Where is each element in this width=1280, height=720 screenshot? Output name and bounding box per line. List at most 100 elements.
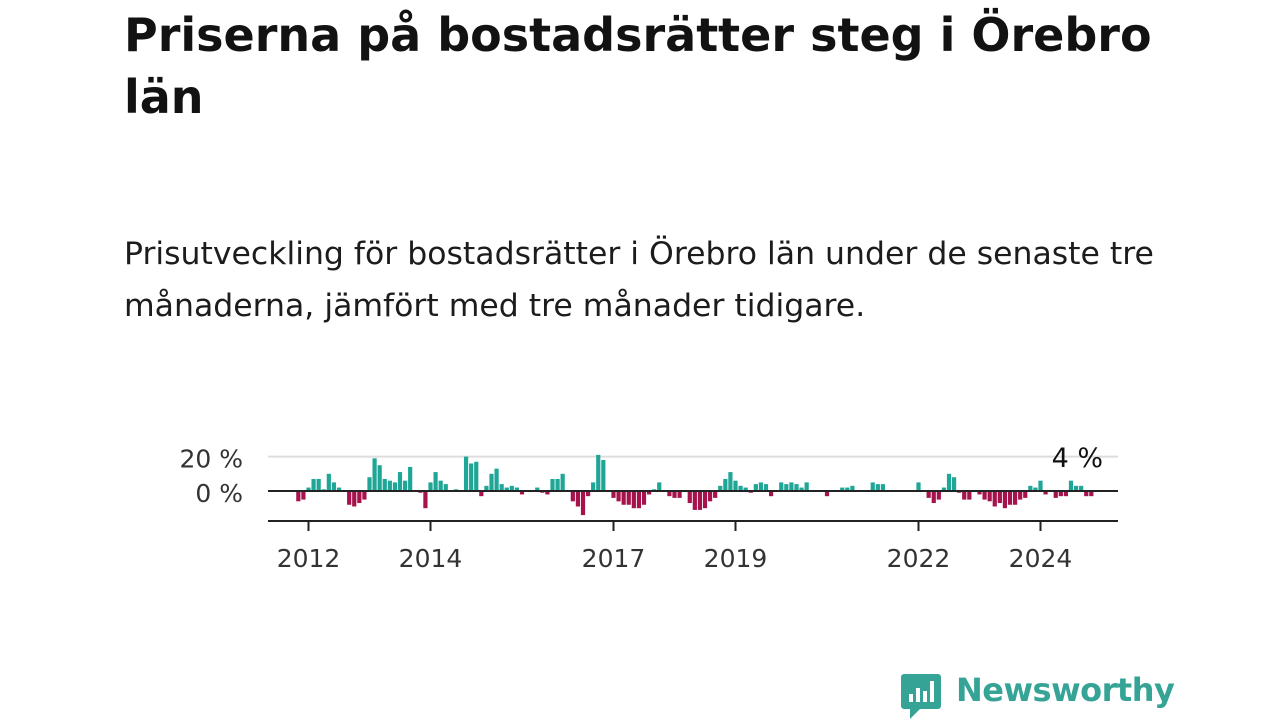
bar-positive [484, 485, 489, 491]
bar-negative [926, 491, 931, 498]
bar-negative [347, 491, 352, 505]
bar-negative [636, 491, 642, 509]
bar-positive [738, 485, 743, 491]
bar-negative [1023, 491, 1028, 498]
bar-positive [728, 472, 733, 491]
bar-positive [550, 478, 555, 491]
bar-negative [677, 491, 682, 498]
bar-negative [611, 491, 616, 498]
bar-positive [560, 473, 565, 491]
bar-positive [941, 487, 947, 491]
bar-positive [443, 484, 448, 491]
bar-negative [1043, 491, 1048, 495]
bar-negative [1084, 491, 1089, 497]
axes [268, 490, 1118, 531]
bar-positive [779, 482, 784, 491]
bar-negative [997, 491, 1002, 504]
bar-negative [707, 491, 713, 502]
bar-negative [631, 491, 636, 509]
bar-positive [733, 480, 738, 491]
y-tick-label: 20 % [179, 445, 243, 474]
bar-negative [1053, 491, 1058, 498]
bar-negative [641, 491, 647, 505]
bar-positive [382, 478, 387, 491]
bar-positive [397, 472, 403, 491]
bar-negative [626, 491, 631, 505]
bar-negative [362, 491, 367, 500]
bar-positive [601, 460, 606, 491]
bar-positive [794, 484, 799, 491]
bar-negative [352, 491, 357, 507]
bar-positive [331, 482, 337, 491]
bar-negative [621, 491, 626, 505]
bar-positive [463, 456, 469, 491]
bar-series [296, 454, 1094, 516]
bar-positive [433, 472, 438, 491]
bar-positive [763, 484, 769, 491]
bar-negative [962, 491, 967, 500]
bar-positive [336, 487, 342, 491]
bar-positive [804, 482, 809, 491]
bar-positive [438, 480, 443, 491]
bar-positive [875, 484, 880, 491]
bar-negative [768, 491, 774, 497]
bar-negative [580, 491, 586, 516]
bar-positive [723, 478, 728, 491]
bar-positive [1079, 485, 1084, 491]
bar-negative [987, 491, 992, 502]
bar-positive [850, 485, 855, 491]
bar-positive [387, 480, 392, 491]
bar-positive [402, 480, 408, 491]
bar-positive [372, 458, 377, 491]
bar-positive [499, 484, 504, 491]
bar-positive [514, 487, 520, 491]
bar-negative [982, 491, 987, 500]
bar-positive [657, 482, 662, 491]
bar-positive [951, 477, 957, 491]
x-tick-label: 2012 [277, 544, 341, 573]
bar-positive [880, 484, 886, 491]
bar-positive [377, 465, 382, 491]
bar-negative [1063, 491, 1069, 497]
bar-negative [519, 491, 525, 495]
bar-positive [509, 485, 514, 491]
bar-negative [616, 491, 621, 502]
bar-positive [870, 482, 875, 491]
newsworthy-logo-icon [901, 674, 941, 719]
x-tick-label: 2014 [399, 544, 463, 573]
bar-positive [946, 473, 952, 491]
bar-positive [758, 482, 764, 491]
bar-negative [824, 491, 830, 497]
bar-positive [753, 484, 758, 491]
bar-positive [1028, 485, 1033, 491]
bar-positive [799, 487, 804, 491]
bar-negative [1089, 491, 1094, 497]
bar-positive [408, 466, 413, 491]
bar-positive [845, 487, 850, 491]
bar-negative [570, 491, 575, 502]
bar-negative [545, 491, 550, 495]
bar-negative [977, 491, 982, 495]
last-value-label: 4 % [1052, 443, 1103, 474]
bar-positive [591, 482, 596, 491]
bar-positive [743, 487, 748, 491]
bar-negative [479, 491, 484, 497]
y-tick-label: 0 % [195, 479, 243, 508]
bar-negative [1012, 491, 1018, 505]
bar-negative [646, 491, 652, 495]
bar-positive [1073, 485, 1079, 491]
bar-negative [296, 491, 301, 502]
bar-positive [916, 482, 921, 491]
x-tick-label: 2022 [887, 544, 951, 573]
bar-negative [1002, 491, 1008, 509]
chart-title: Priserna på bostadsrätter steg i Örebro … [124, 8, 1152, 124]
bar-positive [555, 478, 560, 491]
bar-positive [789, 482, 794, 491]
bar-positive [784, 484, 789, 491]
bar-positive [596, 454, 601, 491]
brand-name: Newsworthy [956, 671, 1175, 709]
bar-positive [326, 473, 331, 491]
x-tick-label: 2017 [582, 544, 646, 573]
x-tick-label: 2024 [1009, 544, 1073, 573]
bar-negative [301, 491, 306, 500]
